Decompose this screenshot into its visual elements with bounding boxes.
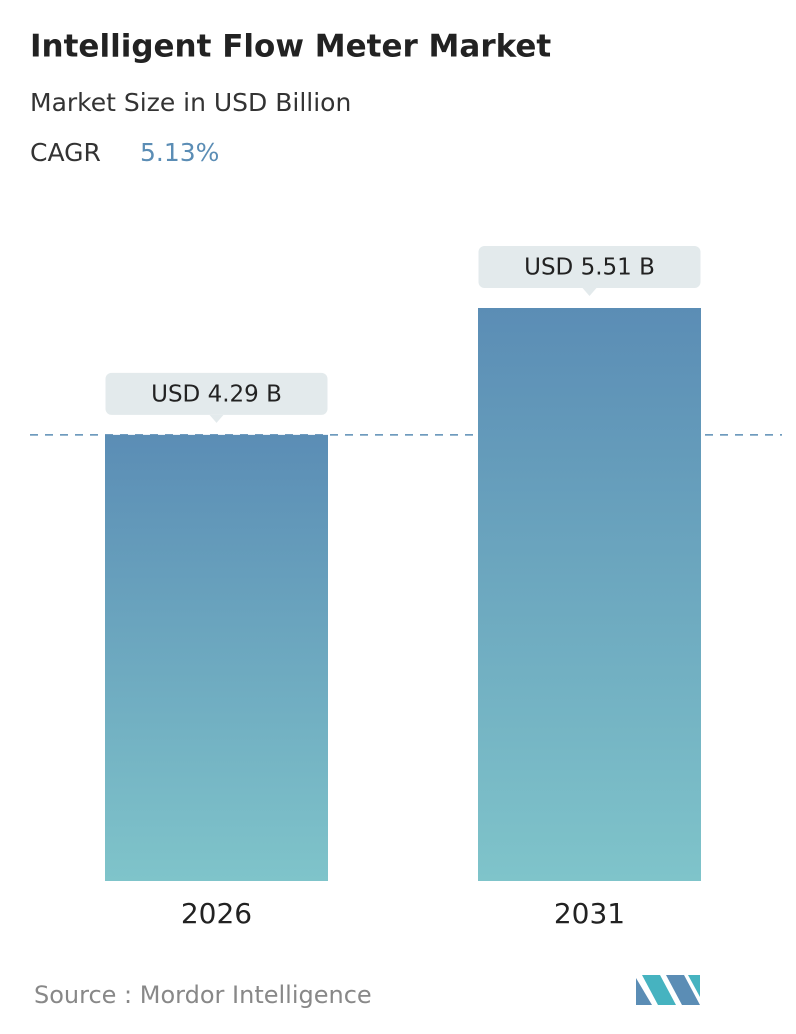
value-label-box [105,372,328,415]
chart-subtitle: Market Size in USD Billion [30,88,351,117]
source: Source : Mordor Intelligence [34,981,372,1009]
value-label-pointer [209,414,224,423]
x-tick-label: 2031 [554,897,625,930]
x-tick-label: 2026 [181,897,252,930]
value-label-pointer [582,288,597,296]
cagr-value: 5.13% [140,138,219,167]
value-label-box [478,246,701,288]
logo [636,975,700,1005]
value-label: USD 5.51 B [524,255,655,281]
bar [478,308,701,881]
cagr-label: CAGR [30,138,101,167]
chart-title: Intelligent Flow Meter Market [30,29,551,65]
value-label: USD 4.29 B [151,381,282,407]
bar [105,434,328,881]
